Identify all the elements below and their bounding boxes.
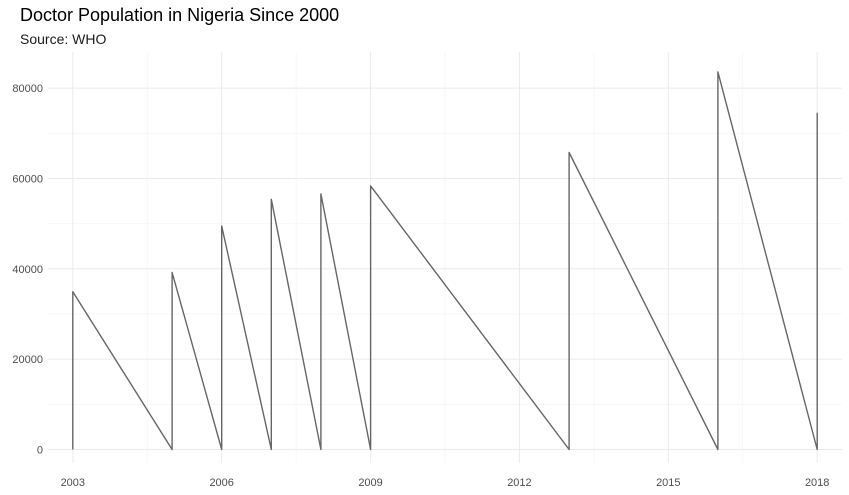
chart-subtitle: Source: WHO xyxy=(20,31,107,47)
x-tick-label: 2009 xyxy=(358,477,382,489)
x-tick-label: 2006 xyxy=(209,477,233,489)
series-line xyxy=(72,71,818,451)
y-tick-label: 40000 xyxy=(12,264,43,276)
x-tick-label: 2018 xyxy=(805,477,829,489)
x-tick-label: 2015 xyxy=(656,477,680,489)
x-tick-label: 2012 xyxy=(507,477,531,489)
y-tick-label: 0 xyxy=(37,444,43,456)
y-tick-label: 20000 xyxy=(12,354,43,366)
chart-title: Doctor Population in Nigeria Since 2000 xyxy=(20,5,340,25)
y-tick-label: 80000 xyxy=(12,83,43,95)
x-tick-label: 2003 xyxy=(61,477,85,489)
y-tick-label: 60000 xyxy=(12,173,43,185)
